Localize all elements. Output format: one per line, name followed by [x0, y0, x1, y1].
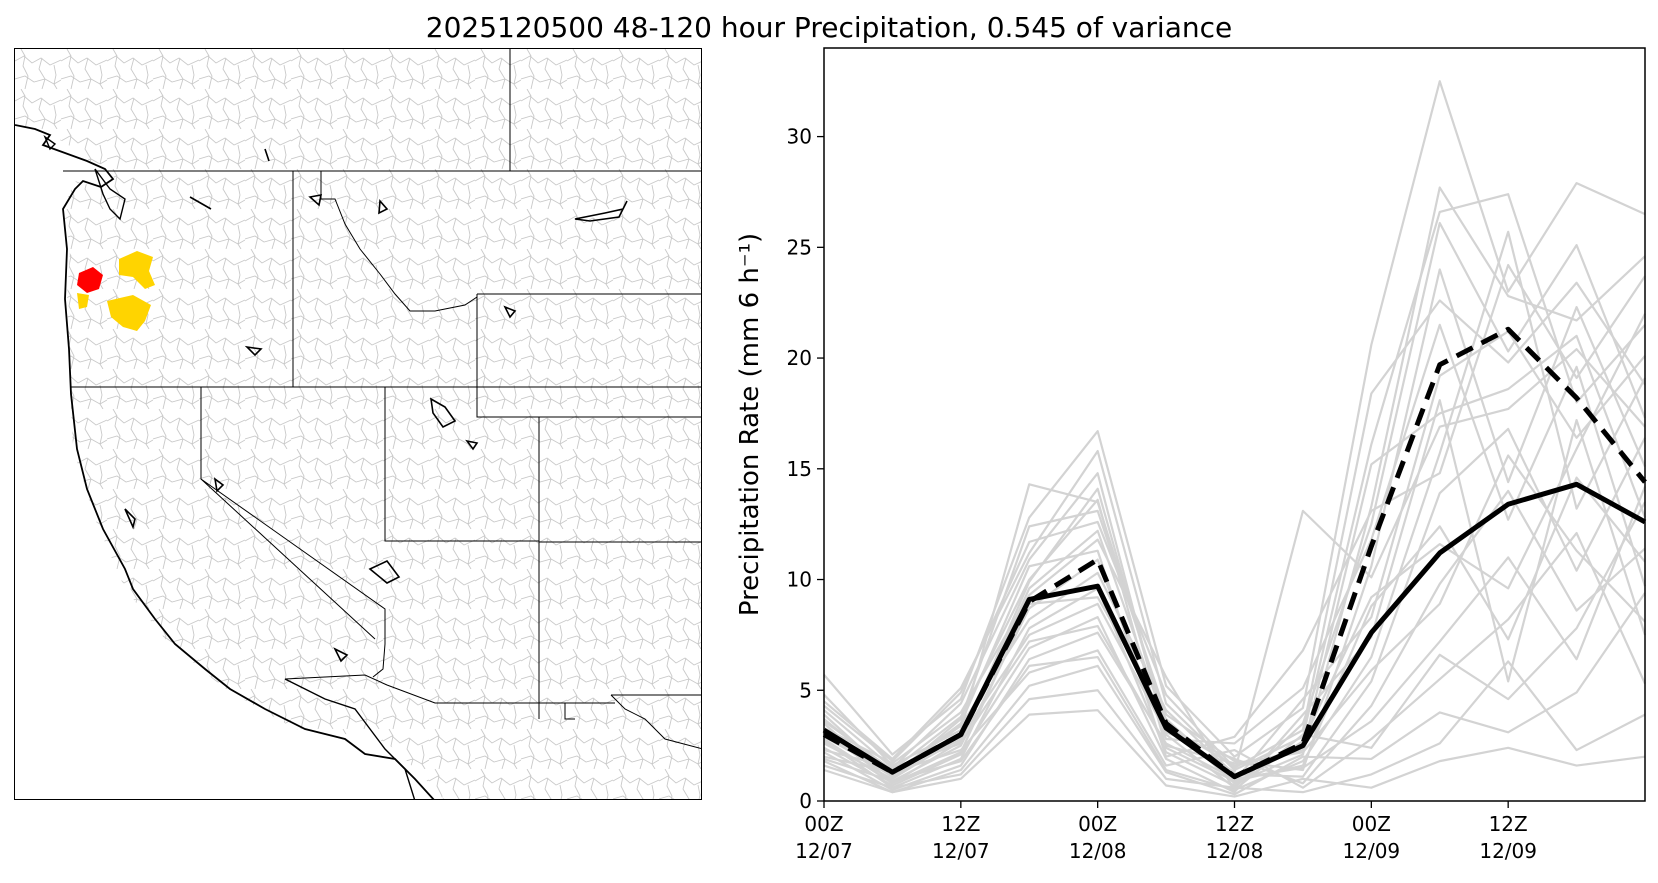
ensemble-line-10	[823, 313, 1646, 789]
x-tick-label: 12/07	[795, 839, 853, 863]
x-tick-label: 00Z	[1352, 812, 1391, 836]
ensemble-line-1	[823, 186, 1646, 785]
ensemble-line-22	[823, 501, 1646, 792]
ensemble-line-15	[823, 592, 1646, 796]
y-tick-label: 15	[787, 457, 812, 481]
ensemble-line-18	[823, 281, 1646, 769]
ocean-area	[15, 169, 394, 799]
y-tick-label: 0	[799, 789, 812, 813]
ensemble-line-20	[823, 476, 1646, 785]
y-tick-label: 25	[787, 235, 812, 259]
ensemble-line-17	[823, 709, 1646, 798]
x-tick-label: 12Z	[1215, 812, 1254, 836]
y-tick-label: 10	[787, 568, 812, 592]
coastline	[15, 124, 435, 799]
x-axis: 00Z 12/07 12Z 12/07 00Z 12/08 12Z 12/08 00Z 12/09…	[795, 801, 1537, 863]
plot-frame	[823, 47, 1646, 802]
ensemble-line-23	[823, 348, 1646, 778]
ensemble-line-5	[823, 330, 1646, 783]
map-panel	[14, 48, 702, 800]
main-lines	[822, 326, 1647, 780]
y-tick-label: 20	[787, 346, 812, 370]
ensemble-line-8	[823, 323, 1647, 783]
x-tick-label: 12/09	[1343, 839, 1401, 863]
ensemble-line-6	[823, 334, 1647, 785]
ensemble-line-16	[823, 660, 1646, 794]
solid-series-line	[822, 481, 1647, 780]
y-tick-label: 30	[787, 125, 812, 149]
ensemble-line-12	[823, 399, 1647, 794]
state-borders	[63, 49, 701, 749]
basin-moderate-yellow-2	[107, 295, 151, 331]
x-tick-label: 12/07	[932, 839, 990, 863]
ensemble-line-21	[823, 454, 1646, 769]
x-tick-label: 12/08	[1069, 839, 1127, 863]
x-tick-label: 12/09	[1479, 839, 1537, 863]
y-tick-label: 5	[799, 678, 812, 702]
x-tick-label: 12/08	[1206, 839, 1264, 863]
mexico-border	[284, 678, 416, 799]
region-map	[15, 49, 701, 799]
basin-moderate-yellow-1	[119, 251, 155, 289]
ensemble-line-19	[823, 263, 1646, 776]
puget-sound	[43, 135, 126, 221]
ensemble-lines	[823, 80, 1647, 798]
x-tick-label: 12Z	[941, 812, 980, 836]
x-tick-label: 00Z	[804, 812, 843, 836]
x-tick-label: 12Z	[1489, 812, 1528, 836]
y-axis-label: Precipitation Rate (mm 6 h⁻¹)	[735, 233, 765, 616]
basin-moderate-yellow-3	[77, 293, 89, 309]
land-area	[15, 49, 701, 799]
ensemble-line-4	[823, 268, 1647, 778]
y-axis: 0 5 10 15 20 25 30	[787, 125, 824, 813]
basin-high-red	[77, 267, 103, 293]
x-tick-label: 00Z	[1078, 812, 1117, 836]
figure-title: 2025120500 48-120 hour Precipitation, 0.…	[425, 11, 1233, 44]
lakes	[124, 148, 628, 663]
ensemble-line-0	[823, 80, 1646, 758]
